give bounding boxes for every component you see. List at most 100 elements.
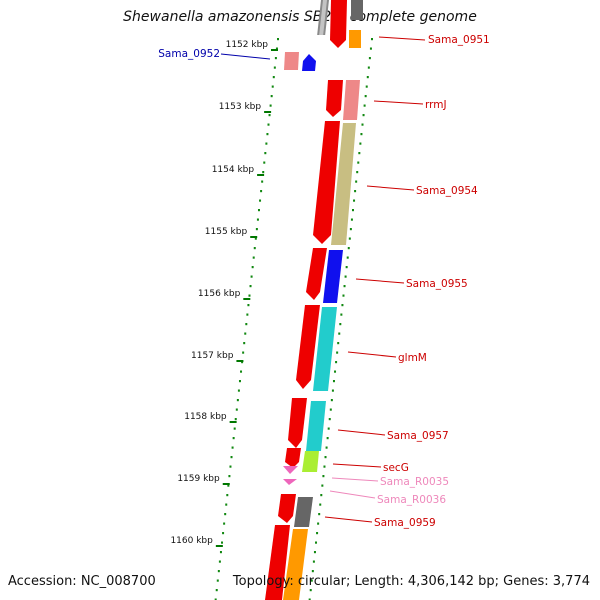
gene-label[interactable]: glmM bbox=[398, 352, 427, 364]
ring-dot bbox=[245, 323, 248, 326]
ring-dot bbox=[238, 380, 241, 383]
ring-dot bbox=[320, 494, 323, 497]
ring-dot bbox=[328, 418, 331, 421]
ring-dot bbox=[247, 304, 250, 307]
gene-label[interactable]: rrmJ bbox=[425, 99, 447, 111]
feature-sama0952-pink[interactable] bbox=[284, 52, 299, 70]
ring-dot bbox=[251, 266, 254, 269]
ring-dot bbox=[262, 171, 265, 174]
ring-dot bbox=[228, 475, 231, 478]
ring-dot bbox=[229, 465, 232, 468]
ring-dot bbox=[319, 503, 322, 506]
ring-dot bbox=[340, 313, 343, 316]
ring-dot bbox=[268, 114, 271, 117]
kbp-ruler: 1152 kbp 1153 kbp 1154 kbp 1155 kbp 1156 kbp… bbox=[170, 40, 278, 547]
feature-sama0954-rect[interactable] bbox=[331, 123, 356, 245]
gene-label[interactable]: Sama_0951 bbox=[428, 34, 490, 46]
gene-leader-line bbox=[355, 278, 405, 284]
ring-dot bbox=[308, 598, 311, 600]
gene-label[interactable]: Sama_0952 bbox=[158, 48, 220, 60]
ring-dot bbox=[362, 114, 365, 117]
feature-next-rect[interactable] bbox=[283, 529, 308, 600]
feature-sama0951-rect-orange[interactable] bbox=[349, 30, 361, 48]
gene-leader-line bbox=[329, 490, 376, 499]
ring-dot bbox=[225, 503, 228, 506]
feature-secg-rect[interactable] bbox=[302, 451, 319, 472]
ring-dot bbox=[232, 437, 235, 440]
gene-label[interactable]: Sama_0959 bbox=[374, 517, 436, 529]
feature-glmm-rect[interactable] bbox=[313, 307, 337, 391]
feature-rrmj-rect[interactable] bbox=[343, 80, 360, 120]
ring-dot bbox=[263, 161, 266, 164]
gene-label[interactable]: Sama_0954 bbox=[416, 185, 478, 197]
gene-leader-line bbox=[331, 477, 379, 482]
ring-dot bbox=[369, 47, 372, 50]
ring-dot bbox=[260, 190, 263, 193]
ring-dot bbox=[259, 199, 262, 202]
ring-dot bbox=[241, 361, 244, 364]
ruler-tick bbox=[222, 483, 230, 485]
ring-dot bbox=[252, 256, 255, 259]
ring-dot bbox=[250, 275, 253, 278]
ruler-label: 1152 kbp bbox=[226, 40, 269, 50]
gene-label[interactable]: Sama_0957 bbox=[387, 430, 449, 442]
ruler-tick bbox=[257, 174, 265, 176]
feature-sama0957-rect[interactable] bbox=[306, 401, 326, 451]
gene-label[interactable]: Sama_R0036 bbox=[377, 494, 446, 506]
ring-dot bbox=[350, 218, 353, 221]
topology-text: Topology: circular; Length: 4,306,142 bp… bbox=[232, 574, 590, 589]
ring-dot bbox=[254, 237, 257, 240]
ring-dot bbox=[222, 532, 225, 535]
ring-dot bbox=[366, 76, 369, 79]
feature-next-arrow[interactable] bbox=[265, 525, 290, 600]
feature-sama0959-rect[interactable] bbox=[294, 497, 313, 527]
gene-leader-line bbox=[220, 53, 271, 60]
ring-dot bbox=[347, 247, 350, 250]
ring-dot bbox=[256, 218, 259, 221]
feature-sama0952-blue[interactable] bbox=[302, 54, 316, 71]
ring-dot bbox=[338, 332, 341, 335]
ruler-tick bbox=[229, 421, 237, 423]
feature-sama0955-arrow[interactable] bbox=[306, 248, 327, 300]
feature-rrmj-arrow[interactable] bbox=[326, 80, 343, 117]
ring-dot bbox=[321, 484, 324, 487]
ring-dot bbox=[324, 456, 327, 459]
feature-sama0955-rect[interactable] bbox=[323, 250, 343, 303]
feature-sama0954-arrow[interactable] bbox=[313, 121, 340, 244]
ruler-label: 1160 kbp bbox=[170, 536, 213, 546]
gene-label[interactable]: Sama_R0035 bbox=[380, 476, 449, 488]
ring-dot bbox=[270, 95, 273, 98]
ring-dot bbox=[264, 152, 267, 155]
ring-dot bbox=[356, 171, 359, 174]
ring-dot bbox=[233, 427, 236, 430]
ring-dot bbox=[272, 76, 275, 79]
gene-label[interactable]: Sama_0955 bbox=[406, 278, 468, 290]
ring-dot bbox=[351, 209, 354, 212]
feature-secg-arrow[interactable] bbox=[285, 448, 301, 468]
ring-dot bbox=[273, 66, 276, 69]
ring-dot bbox=[274, 57, 277, 60]
feature-sama0957-arrow[interactable] bbox=[288, 398, 307, 448]
ring-dot bbox=[336, 351, 339, 354]
ring-dot bbox=[223, 522, 226, 525]
ruler-label: 1158 kbp bbox=[184, 412, 227, 422]
ring-dot bbox=[231, 446, 234, 449]
ring-dot bbox=[345, 266, 348, 269]
feature-sama0959-arrow[interactable] bbox=[278, 494, 296, 523]
ruler-label: 1154 kbp bbox=[212, 165, 255, 175]
feature-sama0951-rect-gray[interactable] bbox=[351, 0, 363, 20]
feature-sama-r0035[interactable] bbox=[283, 466, 298, 474]
gene-label[interactable]: secG bbox=[383, 462, 409, 474]
feature-sama-r0036[interactable] bbox=[283, 479, 297, 485]
ring-dot bbox=[249, 285, 252, 288]
ring-dot bbox=[342, 294, 345, 297]
feature-sama0951-arrow[interactable] bbox=[330, 0, 347, 48]
feature-glmm-arrow[interactable] bbox=[296, 305, 320, 389]
ring-dot bbox=[312, 560, 315, 563]
ring-dot bbox=[348, 237, 351, 240]
ring-dot bbox=[329, 408, 332, 411]
ring-dot bbox=[255, 228, 258, 231]
ring-dot bbox=[230, 456, 233, 459]
ring-dot bbox=[257, 209, 260, 212]
